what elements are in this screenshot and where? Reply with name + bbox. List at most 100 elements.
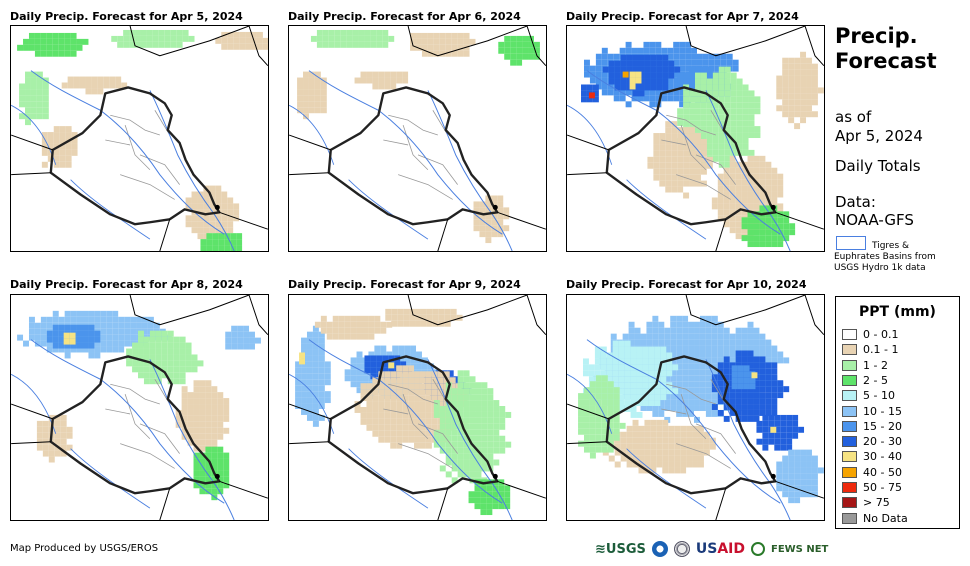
- precip-cell: [199, 380, 206, 387]
- precip-cell: [390, 377, 397, 384]
- precip-cell: [485, 195, 492, 202]
- precip-cell: [199, 482, 206, 489]
- precip-cell: [759, 362, 766, 369]
- precip-cell: [724, 120, 731, 127]
- precip-cell: [396, 412, 403, 419]
- precip-cell: [601, 71, 608, 78]
- precip-cell: [673, 59, 680, 66]
- precip-cell: [167, 360, 174, 367]
- precip-cell: [475, 388, 482, 395]
- precip-cell: [676, 393, 683, 400]
- precip-cell: [221, 43, 228, 50]
- precip-cell: [215, 191, 222, 198]
- precip-cell: [689, 174, 696, 181]
- precip-cell: [652, 410, 659, 417]
- precip-cell: [338, 327, 345, 334]
- precip-cell: [674, 455, 681, 462]
- map-panel-2[interactable]: [288, 25, 547, 252]
- precip-cell: [445, 435, 452, 442]
- precip-cell: [469, 423, 476, 430]
- precip-cell: [706, 72, 713, 79]
- precip-cell: [36, 438, 43, 445]
- precip-cell: [444, 314, 451, 321]
- map-panel-4[interactable]: [10, 294, 269, 521]
- precip-cell: [648, 400, 655, 407]
- precip-cell: [138, 372, 144, 379]
- precip-cell: [28, 322, 35, 329]
- map-panel-6[interactable]: [566, 294, 825, 521]
- precip-cell: [679, 59, 686, 66]
- precip-cell: [677, 168, 684, 175]
- precip-cell: [391, 314, 398, 321]
- precip-cell: [662, 66, 669, 73]
- precip-cell: [344, 321, 351, 328]
- precip-cell: [504, 503, 511, 510]
- map-panel-3[interactable]: [566, 25, 825, 252]
- precip-cell: [748, 96, 755, 103]
- precip-cell: [806, 93, 812, 100]
- precip-cell: [676, 351, 683, 358]
- precip-cell: [786, 426, 793, 433]
- usgs-wave-icon: ≋: [595, 541, 606, 557]
- precip-cell: [340, 41, 347, 48]
- precip-cell: [386, 351, 393, 358]
- precip-cell: [153, 322, 160, 329]
- precip-cell: [143, 336, 150, 343]
- precip-cell: [42, 89, 49, 96]
- precip-cell: [457, 50, 464, 57]
- precip-cell: [771, 386, 778, 393]
- precip-cell: [533, 53, 540, 60]
- precip-cell: [759, 223, 766, 230]
- precip-cell: [689, 162, 696, 169]
- precip-cell: [408, 365, 415, 372]
- precip-cell: [679, 89, 686, 96]
- precip-cell: [451, 50, 458, 57]
- precip-cell: [794, 111, 801, 118]
- precip-cell: [126, 348, 133, 355]
- precip-cell: [398, 351, 405, 358]
- precip-cell: [191, 354, 198, 361]
- southeast-border: [497, 211, 546, 230]
- precip-cell: [187, 392, 194, 399]
- precip-cell: [374, 345, 381, 352]
- precip-cell: [433, 411, 440, 418]
- precip-cell: [607, 399, 614, 406]
- precip-cell: [630, 376, 637, 383]
- southeast-border: [219, 480, 268, 499]
- precip-cell: [40, 32, 47, 39]
- precip-cell: [28, 38, 35, 45]
- precip-cell: [203, 203, 210, 210]
- precip-cell: [203, 221, 210, 228]
- map-panel-5[interactable]: [288, 294, 547, 521]
- precip-cell: [491, 219, 498, 226]
- precip-cell: [680, 431, 687, 438]
- precip-cell: [613, 416, 620, 423]
- precip-cell: [42, 450, 49, 457]
- precip-cell: [695, 96, 701, 103]
- precip-cell: [676, 345, 683, 352]
- precip-cell: [301, 408, 307, 415]
- precip-cell: [811, 485, 818, 492]
- iraq-border: [605, 355, 777, 495]
- precip-cell: [688, 381, 695, 388]
- precip-cell: [76, 310, 83, 317]
- precip-cell: [595, 393, 602, 400]
- precip-cell: [607, 53, 614, 60]
- precip-cell: [52, 50, 59, 57]
- precip-cell: [730, 84, 737, 91]
- precip-cell: [806, 479, 812, 486]
- precip-cell: [243, 325, 250, 332]
- precip-cell: [724, 149, 731, 156]
- precip-cell: [181, 409, 188, 416]
- precip-cell: [777, 191, 784, 198]
- precip-cell: [479, 201, 486, 208]
- precip-cell: [85, 76, 92, 83]
- precip-cell: [634, 339, 641, 346]
- precip-cell: [742, 120, 749, 127]
- precip-cell: [498, 41, 505, 48]
- precip-cell: [138, 330, 144, 337]
- map-panel-1[interactable]: [10, 25, 269, 252]
- precip-cell: [47, 132, 54, 139]
- precip-cell: [372, 71, 379, 78]
- precip-cell: [618, 388, 625, 395]
